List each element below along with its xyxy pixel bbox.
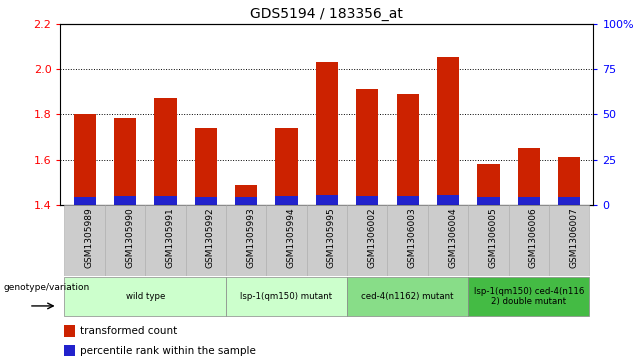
Text: GSM1305994: GSM1305994 [287, 207, 296, 268]
Bar [356, 89, 378, 205]
Text: GSM1305991: GSM1305991 [165, 207, 174, 268]
Bar [226, 277, 347, 317]
Text: lsp-1(qm150) ced-4(n116
2) double mutant: lsp-1(qm150) ced-4(n116 2) double mutant [474, 287, 584, 306]
Bar [155, 196, 177, 205]
Bar [477, 197, 499, 205]
Text: GSM1306005: GSM1306005 [488, 207, 497, 268]
Bar [105, 205, 145, 276]
Bar [275, 196, 298, 205]
Text: transformed count: transformed count [80, 326, 177, 336]
Bar [114, 118, 136, 205]
Bar [518, 197, 540, 205]
Text: GSM1305993: GSM1305993 [246, 207, 255, 268]
Bar [64, 325, 75, 337]
Text: GSM1306003: GSM1306003 [408, 207, 417, 268]
Bar [509, 205, 549, 276]
Bar [518, 148, 540, 205]
Bar [74, 197, 96, 205]
Text: GSM1305990: GSM1305990 [125, 207, 134, 268]
Bar [275, 127, 298, 205]
Text: GSM1305995: GSM1305995 [327, 207, 336, 268]
Bar [558, 158, 580, 205]
Bar [74, 114, 96, 205]
Text: GSM1306007: GSM1306007 [569, 207, 578, 268]
Bar [428, 205, 468, 276]
Bar [468, 277, 590, 317]
Bar [316, 62, 338, 205]
Bar [316, 195, 338, 205]
Bar [64, 277, 226, 317]
Bar [186, 205, 226, 276]
Bar [195, 127, 217, 205]
Bar [235, 185, 257, 205]
Bar [558, 197, 580, 205]
Bar [226, 205, 266, 276]
Bar [347, 205, 387, 276]
Text: GSM1305989: GSM1305989 [85, 207, 93, 268]
Text: lsp-1(qm150) mutant: lsp-1(qm150) mutant [240, 292, 333, 301]
Bar [549, 205, 590, 276]
Text: GSM1306002: GSM1306002 [367, 207, 377, 268]
Text: wild type: wild type [125, 292, 165, 301]
Bar [397, 94, 418, 205]
Bar [64, 345, 75, 356]
Bar [235, 197, 257, 205]
Bar [437, 57, 459, 205]
Text: genotype/variation: genotype/variation [3, 283, 90, 292]
Bar [195, 197, 217, 205]
Bar [64, 205, 105, 276]
Title: GDS5194 / 183356_at: GDS5194 / 183356_at [251, 7, 403, 21]
Bar [307, 205, 347, 276]
Bar [356, 196, 378, 205]
Bar [266, 205, 307, 276]
Bar [114, 196, 136, 205]
Bar [437, 195, 459, 205]
Text: ced-4(n1162) mutant: ced-4(n1162) mutant [361, 292, 454, 301]
Text: GSM1305992: GSM1305992 [206, 207, 215, 268]
Bar [387, 205, 428, 276]
Text: percentile rank within the sample: percentile rank within the sample [80, 346, 256, 356]
Text: GSM1306006: GSM1306006 [529, 207, 538, 268]
Bar [468, 205, 509, 276]
Bar [145, 205, 186, 276]
Bar [347, 277, 468, 317]
Bar [397, 196, 418, 205]
Bar [155, 98, 177, 205]
Bar [477, 164, 499, 205]
Text: GSM1306004: GSM1306004 [448, 207, 457, 268]
